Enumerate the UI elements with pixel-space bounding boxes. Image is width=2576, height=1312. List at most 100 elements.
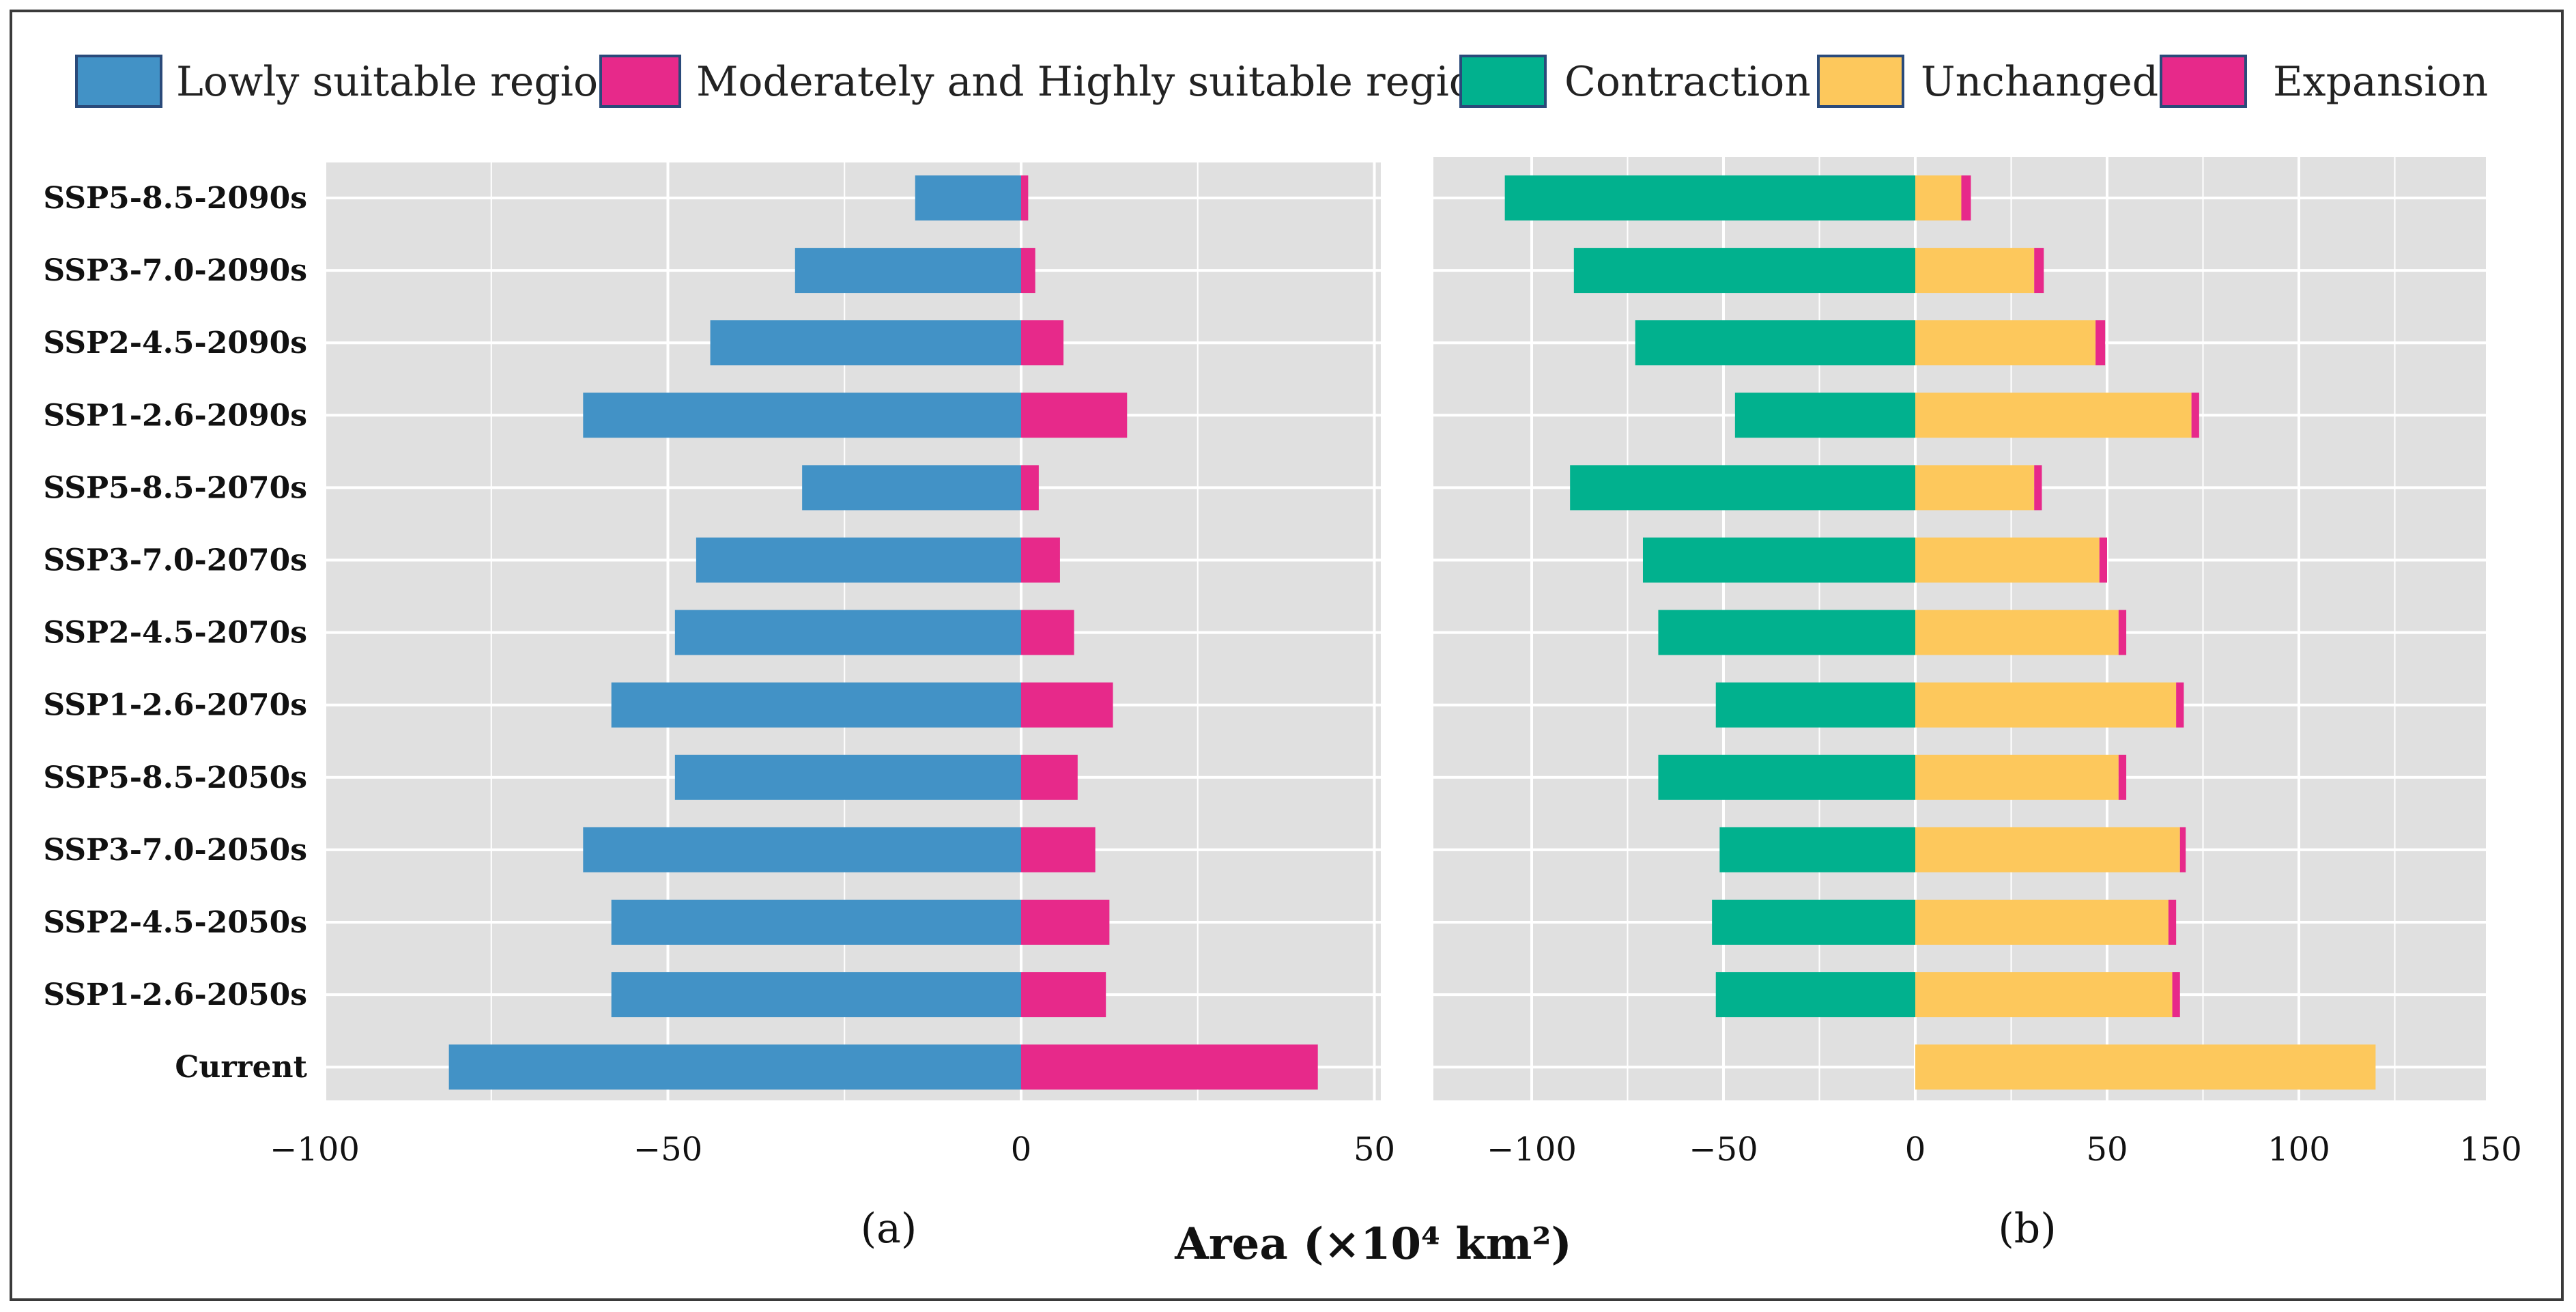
- category-label: SSP2-4.5-2050s: [43, 905, 307, 940]
- x-tick-labels-a: −100 −50 0 50: [270, 1130, 1395, 1169]
- legend-label-moderately-highly: Moderately and Highly suitable region: [696, 58, 1500, 106]
- category-label: SSP3-7.0-2070s: [43, 543, 307, 578]
- bar: [1021, 610, 1074, 655]
- category-label: SSP3-7.0-2050s: [43, 833, 307, 868]
- bar: [802, 465, 1021, 511]
- bar: [1021, 393, 1128, 438]
- bar: [1021, 827, 1096, 872]
- x-tick-label: 150: [2459, 1130, 2522, 1169]
- legend-swatch-lowly: [75, 55, 162, 108]
- bar-expansion: [2034, 465, 2042, 511]
- bar: [611, 900, 1021, 945]
- bar-contraction: [1570, 465, 1915, 511]
- x-tick-label: 0: [1905, 1130, 1926, 1169]
- bar-contraction: [1642, 537, 1915, 583]
- panel-label-a: (a): [861, 1205, 917, 1253]
- bar-unchanged: [1915, 537, 2100, 583]
- legend-swatch-moderately-highly: [599, 55, 681, 108]
- category-label: SSP2-4.5-2090s: [43, 326, 307, 360]
- bars-a: [448, 175, 1318, 1090]
- bar: [1021, 465, 1039, 511]
- bar-contraction: [1658, 610, 1915, 655]
- bar-contraction: [1635, 320, 1915, 366]
- chart-panel-b: −100 −50 0 50 100 150 (b): [1433, 157, 2522, 1253]
- bar-contraction: [1504, 175, 1915, 220]
- bar: [915, 175, 1021, 220]
- legend-label-lowly: Lowly suitable region: [176, 58, 625, 106]
- bar: [1021, 175, 1029, 220]
- bar: [1021, 972, 1106, 1018]
- bars-b: [1504, 175, 2376, 1090]
- legend-swatch-unchanged: [1817, 55, 1904, 108]
- bar-contraction: [1734, 393, 1915, 438]
- x-tick-label: 100: [2267, 1130, 2330, 1169]
- x-tick-labels-b: −100 −50 0 50 100 150: [1487, 1130, 2522, 1169]
- bar-expansion: [2172, 972, 2180, 1018]
- bar-unchanged: [1915, 175, 1962, 220]
- bar-expansion: [2118, 754, 2127, 800]
- bar-expansion: [2095, 320, 2106, 366]
- bar-unchanged: [1915, 682, 2177, 728]
- legend-swatch-contraction: [1459, 55, 1547, 108]
- bar-unchanged: [1915, 1044, 2376, 1090]
- bar-unchanged: [1915, 320, 2096, 366]
- bar: [583, 393, 1021, 438]
- legend-label-contraction: Contraction: [1564, 58, 1811, 106]
- bar: [1021, 320, 1064, 366]
- bar-unchanged: [1915, 900, 2169, 945]
- panel-label-b: (b): [1998, 1205, 2056, 1253]
- bar-unchanged: [1915, 465, 2035, 511]
- bar-unchanged: [1915, 972, 2173, 1018]
- x-tick-label: 50: [2086, 1130, 2128, 1169]
- category-label: SSP1-2.6-2090s: [43, 398, 307, 433]
- bar-contraction: [1715, 682, 1915, 728]
- category-labels-a: SSP5-8.5-2090s SSP3-7.0-2090s SSP2-4.5-209…: [43, 181, 307, 1085]
- bar-unchanged: [1915, 393, 2192, 438]
- bar-expansion: [2118, 610, 2127, 655]
- category-label: SSP5-8.5-2050s: [43, 760, 307, 795]
- bar-unchanged: [1915, 754, 2119, 800]
- bar: [583, 827, 1021, 872]
- category-label: SSP3-7.0-2090s: [43, 253, 307, 288]
- legend-label-unchanged: Unchanged: [1921, 58, 2158, 106]
- bar: [1021, 248, 1035, 294]
- bar: [611, 972, 1021, 1018]
- bar: [674, 610, 1021, 655]
- x-tick-label: 0: [1011, 1130, 1032, 1169]
- bar-expansion: [2034, 248, 2044, 294]
- bar: [696, 537, 1021, 583]
- category-label: SSP2-4.5-2070s: [43, 616, 307, 651]
- chart-panel-a: SSP5-8.5-2090s SSP3-7.0-2090s SSP2-4.5-209…: [43, 162, 1395, 1253]
- category-label: SSP1-2.6-2070s: [43, 688, 307, 723]
- bar-contraction: [1719, 827, 1915, 872]
- bar: [710, 320, 1021, 366]
- bar-contraction: [1658, 754, 1915, 800]
- bar-unchanged: [1915, 248, 2035, 294]
- bar: [795, 248, 1021, 294]
- category-label: Current: [175, 1050, 307, 1085]
- x-tick-label: −50: [633, 1130, 702, 1169]
- category-label: SSP5-8.5-2070s: [43, 470, 307, 505]
- x-tick-label: −50: [1689, 1130, 1758, 1169]
- x-tick-label: 50: [1354, 1130, 1395, 1169]
- category-label: SSP1-2.6-2050s: [43, 978, 307, 1012]
- legend-swatch-expansion: [2160, 55, 2247, 108]
- bar-expansion: [2176, 682, 2184, 728]
- bar: [1021, 537, 1060, 583]
- bar-contraction: [1712, 900, 1915, 945]
- x-tick-label: −100: [1487, 1130, 1577, 1169]
- bar: [1021, 900, 1110, 945]
- bar-expansion: [2168, 900, 2177, 945]
- legend-left: Lowly suitable region Moderately and Hig…: [75, 55, 1500, 108]
- bar-expansion: [1961, 175, 1971, 220]
- bar-expansion: [2179, 827, 2186, 872]
- bar: [1021, 754, 1078, 800]
- bar: [611, 682, 1021, 728]
- bar-contraction: [1573, 248, 1915, 294]
- legend-label-expansion: Expansion: [2273, 58, 2488, 106]
- bar-unchanged: [1915, 610, 2119, 655]
- bar: [1021, 682, 1113, 728]
- bar-contraction: [1715, 972, 1915, 1018]
- bar: [448, 1044, 1021, 1090]
